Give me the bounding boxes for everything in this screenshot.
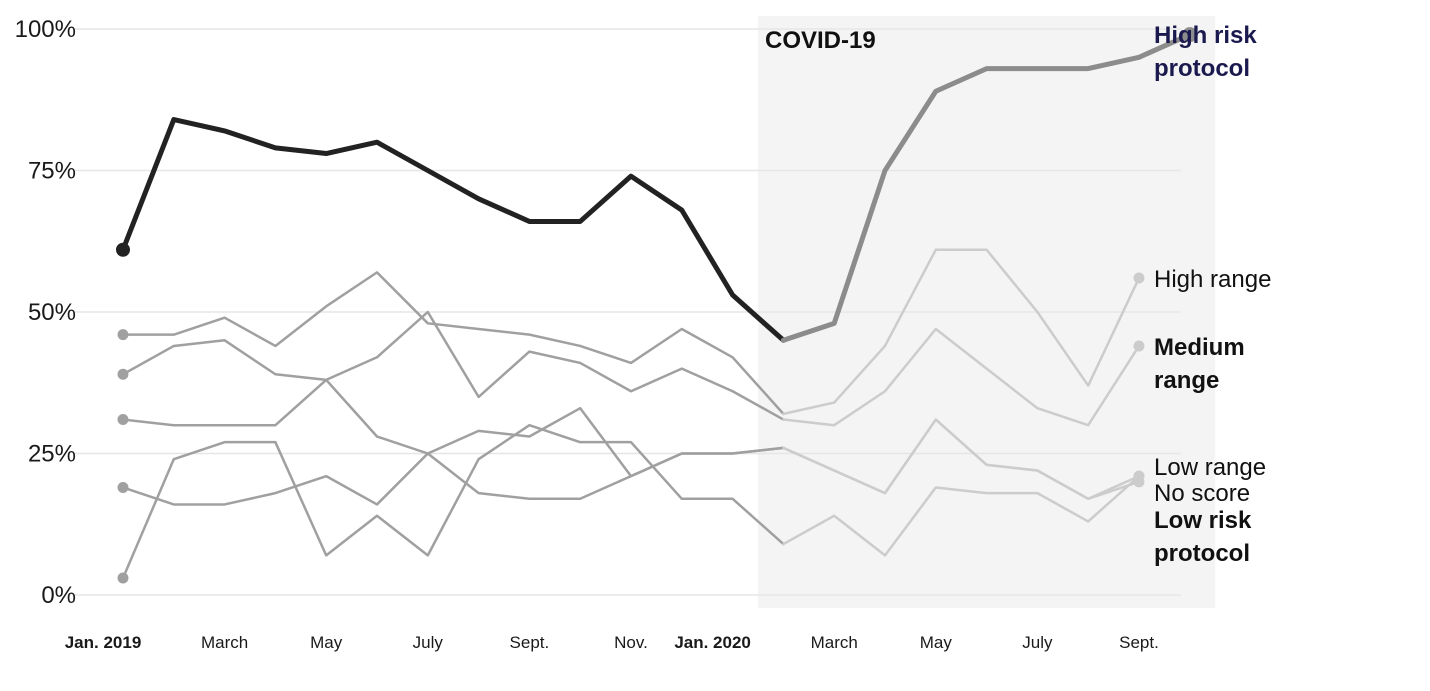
series-label-line: protocol xyxy=(1154,55,1250,82)
series-label: High risk protocol xyxy=(1154,22,1257,82)
x-tick-label: Sept. xyxy=(1119,633,1159,652)
x-tick-label: May xyxy=(310,633,343,652)
series-line-pre-covid xyxy=(121,378,785,501)
x-axis-ticks: Jan. 2019 March May July Sept. Nov. Jan. 2020 M… xyxy=(65,633,1159,652)
series-line-pre-covid xyxy=(121,271,785,416)
series-line-pre-covid xyxy=(121,423,785,580)
series-label: Medium range xyxy=(1154,334,1245,394)
series-start-marker xyxy=(117,368,129,380)
series-line-covid xyxy=(782,474,1141,557)
series-label-line: protocol xyxy=(1154,540,1250,567)
series-label: High range xyxy=(1154,266,1271,293)
series-label-line: Low range xyxy=(1154,454,1266,481)
x-tick-label: Jan. 2019 xyxy=(65,633,142,652)
series-line-pre-covid xyxy=(120,117,786,343)
x-tick-label: July xyxy=(1022,633,1053,652)
x-tick-label: July xyxy=(413,633,444,652)
series-label-line: No score xyxy=(1154,480,1250,507)
series-label-line: Medium xyxy=(1154,334,1245,361)
series-line-covid xyxy=(782,248,1141,416)
series-label-line: High risk xyxy=(1154,22,1257,49)
y-axis-ticks: 0% 25% 50% 75% 100% xyxy=(15,16,76,609)
gridlines xyxy=(75,28,1181,596)
x-tick-label: Jan. 2020 xyxy=(674,633,751,652)
series-start-marker xyxy=(117,414,129,426)
series-label: No score xyxy=(1154,480,1250,507)
series-lines xyxy=(120,32,1193,580)
y-tick-label: 0% xyxy=(41,582,76,609)
series-markers xyxy=(116,27,1198,584)
series-line-pre-covid xyxy=(121,406,785,506)
series-end-marker xyxy=(1133,340,1145,352)
series-start-marker xyxy=(117,481,129,493)
series-label: Low risk protocol xyxy=(1154,507,1252,567)
series-line-covid xyxy=(780,32,1193,343)
series-start-marker xyxy=(117,572,129,584)
y-tick-label: 75% xyxy=(28,158,76,185)
series-end-marker xyxy=(1133,470,1145,482)
series-line-pre-covid xyxy=(121,310,785,421)
y-tick-label: 100% xyxy=(15,16,76,43)
series-start-marker xyxy=(116,242,130,257)
x-tick-label: March xyxy=(811,633,858,652)
y-tick-label: 25% xyxy=(28,441,76,468)
series-end-marker xyxy=(1133,272,1145,284)
x-tick-label: March xyxy=(201,633,248,652)
covid-band-label: COVID-19 xyxy=(765,27,876,54)
series-label-line: range xyxy=(1154,367,1219,394)
series-line-covid xyxy=(782,327,1141,427)
series-label-line: Low risk xyxy=(1154,507,1252,534)
y-tick-label: 50% xyxy=(28,299,76,326)
series-label-line: High range xyxy=(1154,266,1271,293)
series-line-covid xyxy=(782,418,1141,501)
series-label: Low range xyxy=(1154,454,1266,481)
series-start-marker xyxy=(117,329,129,341)
series-end-marker xyxy=(1182,27,1198,43)
x-tick-label: Nov. xyxy=(614,633,648,652)
x-tick-label: Sept. xyxy=(510,633,550,652)
x-tick-label: May xyxy=(920,633,953,652)
